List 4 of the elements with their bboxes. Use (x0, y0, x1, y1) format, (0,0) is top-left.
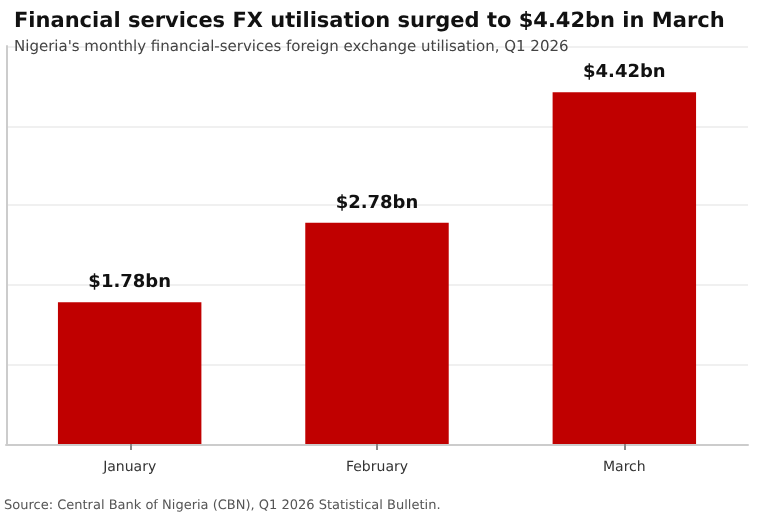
data-label: $4.42bn (583, 63, 666, 84)
data-label: $1.78bn (88, 273, 171, 294)
data-label: $2.78bn (335, 193, 419, 214)
chart-title: Financial services FX utilisation surged to $4.42bn in March (14, 9, 725, 33)
